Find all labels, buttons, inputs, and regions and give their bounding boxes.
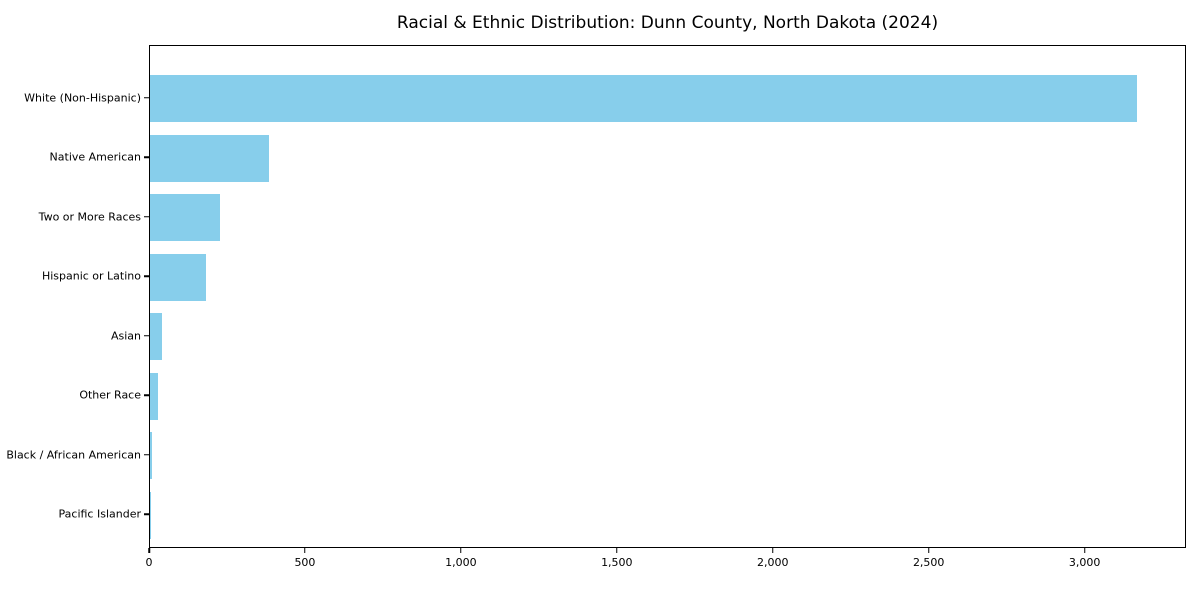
y-axis-label: Two or More Races [38, 210, 141, 223]
y-tick-mark [144, 334, 149, 337]
y-axis-label: Asian [110, 329, 141, 342]
x-tick-mark [616, 548, 618, 553]
x-axis-tick-label: 1,500 [601, 556, 633, 569]
y-tick-mark [144, 513, 149, 515]
x-axis-tick-label: 3,000 [1068, 556, 1101, 569]
x-tick-mark [1083, 548, 1086, 553]
y-tick-mark [144, 453, 149, 456]
y-tick-mark [144, 96, 149, 99]
y-tick-mark [144, 156, 149, 158]
x-tick-mark [927, 548, 930, 553]
y-axis-label: Native American [49, 150, 141, 164]
bar-white-non-hispanic [150, 75, 1138, 122]
x-tick-mark [772, 548, 774, 553]
bar-black-african-american [150, 432, 152, 479]
x-axis-tick-label: 1,000 [445, 556, 477, 569]
x-tick-mark [304, 548, 306, 553]
y-axis-label: Hispanic or Latino [41, 269, 141, 283]
x-tick-mark [460, 548, 462, 553]
y-tick-mark [144, 275, 149, 277]
plot-area [149, 45, 1186, 548]
y-tick-mark [144, 394, 149, 396]
x-axis-tick-label: 2,000 [757, 556, 789, 569]
y-axis-label: White (Non-Hispanic) [24, 91, 141, 104]
bar-two-or-more-races [150, 194, 221, 241]
y-axis-label: Other Race [79, 388, 141, 402]
y-axis-label: Pacific Islander [58, 507, 141, 521]
y-tick-mark [144, 215, 149, 218]
bar-asian [150, 313, 162, 360]
bar-native-american [150, 134, 269, 182]
x-axis-tick-label: 0 [145, 556, 153, 569]
x-tick-mark [148, 548, 150, 553]
bar-hispanic-or-latino [150, 253, 207, 301]
chart-title: Racial & Ethnic Distribution: Dunn Count… [396, 13, 939, 33]
x-axis-tick-label: 2,500 [912, 556, 945, 569]
y-axis-label: Black / African American [6, 448, 141, 461]
bar-other-race [150, 372, 158, 420]
x-axis-tick-label: 500 [294, 556, 316, 569]
